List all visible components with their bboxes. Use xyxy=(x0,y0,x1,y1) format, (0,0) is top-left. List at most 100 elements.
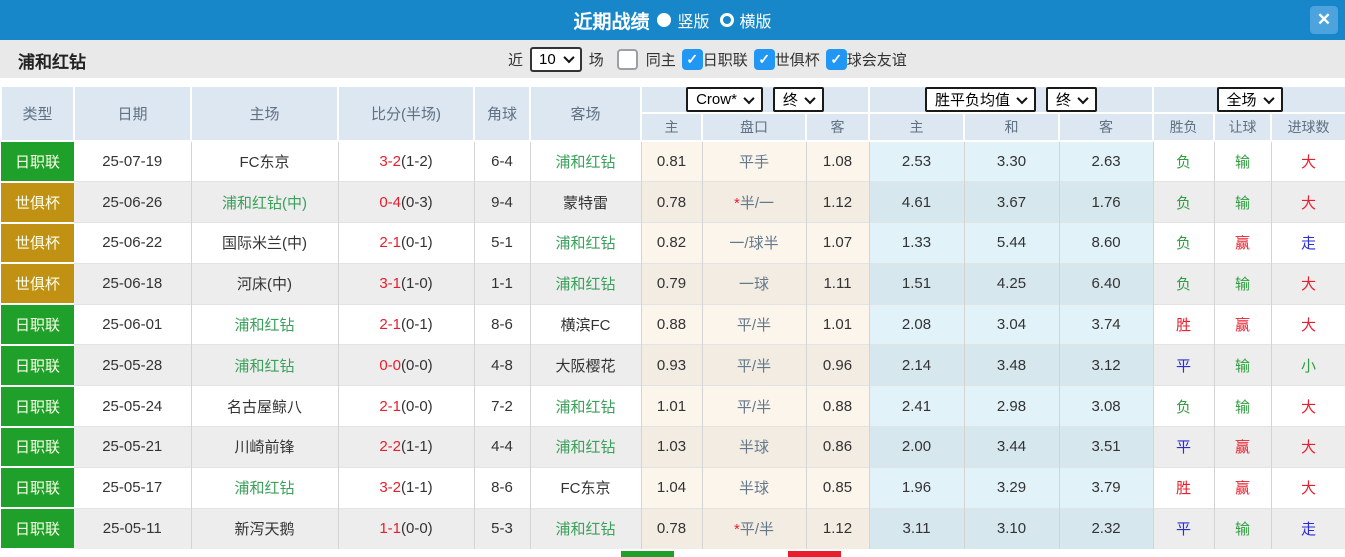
result-cell: 负 xyxy=(1153,222,1215,264)
layout-radio-option[interactable]: 竖版 xyxy=(657,8,710,32)
result-value: 胜 xyxy=(1176,317,1192,335)
league-type-badge: 日职联 xyxy=(1,344,74,387)
handicap-result-cell: 输 xyxy=(1214,507,1272,549)
handicap-value: 平/半 xyxy=(736,398,772,416)
goals-cell: 大 xyxy=(1271,181,1345,223)
handicap-result-value: 赢 xyxy=(1235,439,1251,457)
handicap-cell: *半/一 xyxy=(702,181,807,223)
result-cell: 负 xyxy=(1153,181,1215,223)
avg-draw-odds: 4.25 xyxy=(964,262,1060,305)
filter-checkbox-group: 同主 日职联 世俱杯 球会友谊 xyxy=(611,48,907,70)
radio-label: 横版 xyxy=(739,14,772,31)
home-team: 浦和红钻 xyxy=(191,303,339,345)
result-value: 平 xyxy=(1176,521,1192,539)
league-type-badge: 日职联 xyxy=(1,508,74,550)
filter-checkbox[interactable]: 球会友谊 xyxy=(825,48,907,70)
match-date: 25-05-17 xyxy=(74,466,192,509)
close-button[interactable]: ✕ xyxy=(1310,6,1338,34)
avg-away-odds: 8.60 xyxy=(1059,222,1154,264)
avg-time-dropdown[interactable]: 终 xyxy=(1046,87,1098,112)
recent-count-select[interactable]: 10 xyxy=(530,46,582,72)
filter-checkbox[interactable]: 世俱杯 xyxy=(753,48,820,70)
odds-home: 0.79 xyxy=(641,262,703,305)
goals-cell: 大 xyxy=(1271,385,1345,427)
score-cell: 2-1(0-1) xyxy=(338,303,475,345)
full-time-score: 0-4 xyxy=(379,193,401,211)
score-cell: 0-0(0-0) xyxy=(338,344,475,386)
odds-away: 0.88 xyxy=(806,385,870,427)
avg-odds-dropdown[interactable]: 胜平负均值 xyxy=(925,87,1037,112)
col-header-score: 比分(半场) xyxy=(337,85,475,142)
half-time-score: (0-1) xyxy=(401,316,433,334)
odds-away: 1.12 xyxy=(806,181,870,223)
odds-home: 0.78 xyxy=(641,507,703,549)
handicap-value: 平/半 xyxy=(736,317,772,335)
corner-score: 8-6 xyxy=(474,303,531,345)
odds-home: 0.78 xyxy=(641,181,703,223)
handicap-result-cell: 赢 xyxy=(1214,303,1272,345)
match-date: 25-06-18 xyxy=(74,262,192,305)
result-cell: 平 xyxy=(1153,344,1215,386)
odds-source-value: Crow* xyxy=(696,91,737,108)
away-team: 浦和红钻 xyxy=(530,140,642,182)
chevron-down-icon xyxy=(1262,92,1275,104)
home-team: 浦和红钻(中) xyxy=(191,181,339,223)
handicap-star: * xyxy=(733,194,740,212)
handicap-cell: *平/半 xyxy=(702,507,807,549)
result-value: 负 xyxy=(1176,398,1192,416)
goals-value: 大 xyxy=(1301,398,1317,416)
avg-home-odds: 2.53 xyxy=(869,140,965,182)
checkbox-label: 世俱杯 xyxy=(774,51,820,69)
corner-score: 8-6 xyxy=(474,466,531,509)
score-cell: 3-1(1-0) xyxy=(338,262,475,305)
odds-source-dropdown[interactable]: Crow* xyxy=(686,87,763,112)
avg-draw-odds: 5.44 xyxy=(964,222,1060,264)
checkbox-label: 球会友谊 xyxy=(846,51,907,69)
recent-prefix-label: 近 xyxy=(508,51,524,69)
league-type-badge: 日职联 xyxy=(1,304,74,346)
col-header-away: 客场 xyxy=(529,85,642,142)
recent-matches-table: 类型 日期 主场 比分(半场) 角球 客场 Crow* 终 xyxy=(0,85,1345,550)
filter-checkbox[interactable]: 日职联 xyxy=(681,48,748,70)
odds-away: 0.85 xyxy=(806,466,870,509)
result-cell: 胜 xyxy=(1153,466,1215,509)
goals-cell: 大 xyxy=(1271,426,1345,468)
subcol-goals: 进球数 xyxy=(1270,112,1345,142)
handicap-cell: 平/半 xyxy=(702,303,807,345)
match-date: 25-06-22 xyxy=(74,222,192,264)
filter-checkbox[interactable]: 同主 xyxy=(616,48,676,70)
handicap-value: 一/球半 xyxy=(729,235,779,253)
avg-away-odds: 6.40 xyxy=(1059,262,1154,305)
home-team: 川崎前锋 xyxy=(191,426,339,468)
scope-dropdown[interactable]: 全场 xyxy=(1216,87,1283,112)
odds-time-dropdown[interactable]: 终 xyxy=(772,87,824,112)
odds-home: 1.01 xyxy=(641,385,703,427)
handicap-result-cell: 赢 xyxy=(1214,466,1272,509)
odds-away: 1.01 xyxy=(806,303,870,345)
avg-home-odds: 3.11 xyxy=(869,507,965,549)
odds-home: 0.88 xyxy=(641,303,703,345)
corner-score: 4-8 xyxy=(474,344,531,386)
half-time-score: (0-1) xyxy=(401,234,433,252)
match-date: 25-05-24 xyxy=(74,385,192,427)
goals-value: 走 xyxy=(1301,521,1317,539)
home-team: FC东京 xyxy=(191,140,339,182)
handicap-cell: 一/球半 xyxy=(702,222,807,264)
match-row: 世俱杯 25-06-22 国际米兰(中) 2-1(0-1) 5-1 浦和红钻 0… xyxy=(1,222,1345,265)
avg-away-odds: 1.76 xyxy=(1059,181,1154,223)
handicap-result-value: 输 xyxy=(1235,521,1251,539)
match-date: 25-06-26 xyxy=(74,181,192,223)
goals-cell: 走 xyxy=(1271,507,1345,549)
corner-score: 5-1 xyxy=(474,222,531,264)
avg-dropdown-cell: 胜平负均值 终 xyxy=(868,85,1155,114)
goals-cell: 大 xyxy=(1271,140,1345,182)
handicap-star: * xyxy=(733,521,740,539)
avg-away-odds: 3.79 xyxy=(1059,466,1154,509)
result-value: 平 xyxy=(1176,357,1192,375)
odds-home: 0.81 xyxy=(641,140,703,182)
layout-radio-option[interactable]: 横版 xyxy=(719,8,772,32)
away-team: 大阪樱花 xyxy=(530,344,642,386)
score-cell: 3-2(1-2) xyxy=(338,140,475,182)
handicap-result-value: 输 xyxy=(1235,194,1251,212)
odds-time-value: 终 xyxy=(782,92,798,109)
